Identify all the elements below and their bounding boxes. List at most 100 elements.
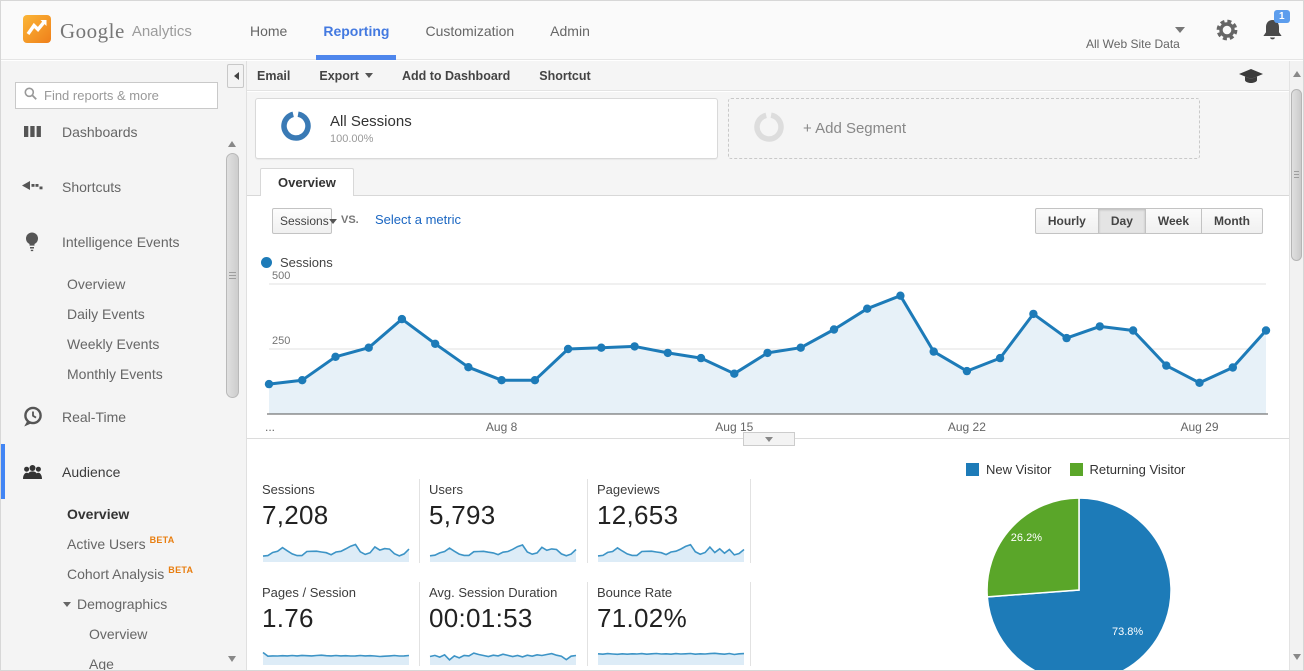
- export-caret-icon: [364, 73, 373, 82]
- sidebar-item-cohort-analysis[interactable]: Cohort Analysis BETA: [1, 559, 224, 589]
- granularity-week[interactable]: Week: [1144, 208, 1203, 234]
- sessions-legend-label: Sessions: [280, 255, 333, 270]
- nav-reporting[interactable]: Reporting: [316, 1, 397, 60]
- export-button[interactable]: Export: [319, 69, 373, 83]
- sidebar-item-audience[interactable]: Audience: [1, 444, 224, 499]
- visitor-legend-swatch: [1069, 463, 1083, 476]
- sidebar-item-label: Audience: [62, 463, 121, 480]
- notification-badge: 1: [1274, 10, 1290, 23]
- sidebar-item-daily-events[interactable]: Daily Events: [1, 299, 224, 329]
- metric-value: 1.76: [262, 603, 314, 633]
- page-scrollbar-thumb[interactable]: [1291, 89, 1302, 261]
- google-analytics-logo[interactable]: Google Analytics: [23, 15, 192, 48]
- visitor-legend-swatch: [966, 463, 979, 476]
- metric-label: Users: [429, 482, 463, 497]
- sidebar-scrollbar[interactable]: [226, 117, 239, 670]
- sidebar-item-label: Real-Time: [62, 408, 127, 425]
- sidebar-item-shortcuts[interactable]: Shortcuts: [1, 159, 224, 214]
- metrics-divider: [419, 479, 420, 563]
- metrics-divider: [419, 582, 420, 666]
- nav-admin[interactable]: Admin: [550, 22, 590, 39]
- metric-value: 12,653: [597, 500, 679, 530]
- svg-text:26.2%: 26.2%: [1011, 532, 1042, 544]
- shortcuts-icon: [21, 180, 43, 193]
- sidebar-item-intelligence-events[interactable]: Intelligence Events: [1, 214, 224, 269]
- report-toolbar: Email Export Add to Dashboard Shortcut: [247, 61, 1289, 91]
- svg-text:Aug 8: Aug 8: [486, 420, 518, 434]
- sidebar-item-weekly-events[interactable]: Weekly Events: [1, 329, 224, 359]
- account-name: All Web Site Data: [1086, 37, 1180, 51]
- add-to-dashboard-button[interactable]: Add to Dashboard: [401, 68, 511, 83]
- add-segment-button[interactable]: + Add Segment: [728, 98, 1200, 159]
- granularity-month[interactable]: Month: [1201, 208, 1263, 234]
- scroll-down-icon[interactable]: [1293, 654, 1301, 664]
- new-visitor-legend-item: New Visitor: [966, 462, 1052, 477]
- primary-nav: Home Reporting Customization Admin: [247, 1, 593, 60]
- svg-text:Aug 22: Aug 22: [948, 420, 986, 434]
- granularity-hourly[interactable]: Hourly: [1034, 208, 1099, 234]
- metric-card-bounce-rate: Bounce Rate 71.02%: [597, 585, 751, 670]
- sidebar-item-overview[interactable]: Overview: [1, 619, 224, 649]
- sidebar-item-demographics[interactable]: Demographics: [1, 589, 224, 619]
- sidebar-item-monthly-events[interactable]: Monthly Events: [1, 359, 224, 389]
- select-a-metric-link[interactable]: Select a metric: [375, 212, 461, 227]
- sidebar-scroll-up-icon[interactable]: [228, 137, 236, 147]
- logo-product-text: Analytics: [131, 23, 192, 40]
- sidebar-item-label: Dashboards: [62, 123, 138, 140]
- svg-text:250: 250: [272, 335, 290, 347]
- real-time-icon: [21, 406, 43, 427]
- nav-customization[interactable]: Customization: [425, 22, 515, 39]
- chart-collapse-handle[interactable]: [743, 432, 795, 446]
- all-sessions-segment-card[interactable]: All Sessions 100.00%: [255, 98, 718, 159]
- collapse-arrow-icon: [230, 72, 239, 80]
- chart-legend: Sessions: [261, 255, 333, 270]
- vs-label: VS.: [341, 214, 359, 226]
- sidebar-item-real-time[interactable]: Real-Time: [1, 389, 224, 444]
- metric-label: Avg. Session Duration: [429, 585, 558, 600]
- sidebar-item-dashboards[interactable]: Dashboards: [1, 117, 224, 159]
- sidebar-item-label: Daily Events: [67, 306, 145, 322]
- sidebar-item-overview[interactable]: Overview: [1, 499, 224, 529]
- metric-label: Sessions: [262, 482, 315, 497]
- metric-value: 00:01:53: [429, 603, 533, 633]
- beta-badge: BETA: [149, 535, 175, 545]
- expanded-triangle-icon: [63, 601, 71, 611]
- shortcut-button[interactable]: Shortcut: [539, 68, 591, 83]
- email-button[interactable]: Email: [257, 68, 291, 83]
- granularity-buttons: Hourly Day Week Month: [1034, 208, 1263, 234]
- page-scrollbar[interactable]: [1289, 61, 1303, 670]
- segment-donut-icon: [280, 110, 312, 147]
- search-input[interactable]: [44, 88, 220, 103]
- sidebar-collapse-button[interactable]: [227, 64, 244, 88]
- sidebar-scrollbar-thumb[interactable]: [226, 153, 239, 398]
- metrics-divider: [587, 479, 588, 563]
- sidebar-item-active-users[interactable]: Active Users BETA: [1, 529, 224, 559]
- account-selector[interactable]: All Web Site Data: [1086, 37, 1180, 51]
- notifications-bell-icon[interactable]: 1: [1261, 10, 1290, 47]
- sidebar-scroll-down-icon[interactable]: [228, 656, 236, 666]
- report-main: Email Export Add to Dashboard Shortcut: [246, 61, 1289, 670]
- sidebar-item-age[interactable]: Age: [1, 649, 224, 670]
- metrics-divider: [750, 479, 751, 563]
- segments-strip: All Sessions 100.00% + Add Segment: [247, 92, 1289, 168]
- report-search-box[interactable]: [15, 82, 220, 109]
- top-header: Google Analytics Home Reporting Customiz…: [1, 1, 1303, 60]
- search-icon: [24, 87, 37, 105]
- tutorial-graduation-cap-icon[interactable]: [1239, 69, 1263, 90]
- sidebar-item-label: Overview: [67, 276, 126, 292]
- chevron-down-icon: [765, 436, 773, 446]
- granularity-day[interactable]: Day: [1097, 208, 1146, 234]
- metric-dropdown[interactable]: Sessions: [272, 208, 337, 234]
- metric-label: Bounce Rate: [597, 585, 673, 600]
- scroll-up-icon[interactable]: [1293, 67, 1301, 77]
- sidebar-item-overview[interactable]: Overview: [1, 269, 224, 299]
- nav-home[interactable]: Home: [250, 22, 288, 39]
- account-caret-icon[interactable]: [1175, 27, 1185, 38]
- visitor-pie-chart[interactable]: 73.8% 26.2%: [975, 485, 1185, 671]
- metric-card-pages-session: Pages / Session 1.76: [262, 585, 416, 670]
- metric-dropdown-caret-icon: [328, 218, 337, 228]
- metrics-divider: [587, 582, 588, 666]
- tab-overview[interactable]: Overview: [260, 168, 354, 196]
- settings-gear-icon[interactable]: [1214, 17, 1240, 48]
